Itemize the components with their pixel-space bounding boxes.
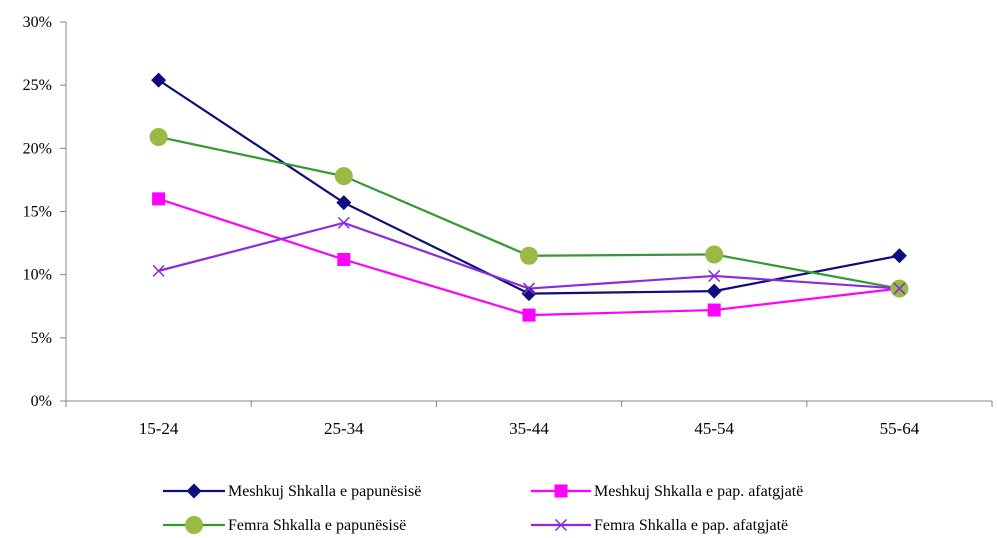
x-tick-label: 25-34: [324, 419, 364, 438]
data-point-series-1: [336, 195, 352, 211]
data-point-series-4: [522, 282, 536, 295]
data-point-series-1: [521, 286, 537, 302]
legend-marker: [554, 484, 568, 498]
data-point-series-2: [152, 192, 166, 206]
legend-item: Meshkuj Shkalla e papunësisë: [163, 483, 421, 500]
data-point-series-1: [706, 283, 722, 299]
data-point-series-3: [520, 246, 538, 265]
data-point-series-4: [337, 216, 350, 229]
y-tick-label: 15%: [23, 204, 52, 221]
legend-label: Meshkuj Shkalla e papunësisë: [228, 483, 421, 500]
y-tick-label: 20%: [23, 140, 52, 157]
x-tick-label: 15-24: [139, 419, 179, 438]
data-point-series-1: [151, 72, 167, 88]
legend-label: Femra Shkalla e papunësisë: [228, 517, 406, 534]
data-point-series-4: [152, 264, 165, 277]
y-tick-label: 0%: [31, 393, 52, 410]
data-point-series-4: [708, 269, 721, 282]
data-point-series-2: [707, 303, 721, 317]
x-ticks: 15-24 25-34 35-44 45-54 55-64: [65, 401, 993, 438]
legend-marker: [185, 516, 203, 534]
series-lines: [157, 79, 900, 317]
legend-item: Femra Shkalla e pap. afatgjatë: [531, 517, 788, 534]
y-tick-label: 10%: [23, 267, 52, 284]
series-line-3: [158, 135, 900, 290]
legend-marker: [186, 483, 202, 499]
x-tick-label: 45-54: [694, 419, 734, 438]
data-point-series-2: [337, 253, 351, 267]
data-point-series-3: [334, 167, 353, 186]
y-tick-label: 5%: [31, 330, 52, 347]
legend-label: Femra Shkalla e pap. afatgjatë: [594, 517, 788, 534]
data-point-series-1: [891, 248, 907, 264]
legend: Meshkuj Shkalla e papunësisë Meshkuj Shka…: [163, 483, 803, 534]
y-tick-label: 30%: [23, 14, 52, 31]
legend-label: Meshkuj Shkalla e pap. afatgjatë: [594, 483, 803, 500]
data-point-series-3: [705, 245, 724, 264]
data-point-series-3: [149, 127, 168, 146]
series-markers: [149, 72, 909, 322]
data-point-series-2: [522, 308, 536, 322]
x-tick-label: 55-64: [880, 419, 920, 438]
legend-item: Meshkuj Shkalla e pap. afatgjatë: [531, 483, 803, 500]
axes: [65, 22, 992, 402]
legend-item: Femra Shkalla e papunësisë: [163, 516, 406, 534]
data-point-series-4: [893, 282, 906, 295]
y-ticks: 0% 5% 10% 15% 20% 25% 30%: [23, 14, 66, 410]
x-tick-label: 35-44: [509, 419, 549, 438]
legend-marker: [554, 518, 568, 532]
y-tick-label: 25%: [23, 77, 52, 94]
